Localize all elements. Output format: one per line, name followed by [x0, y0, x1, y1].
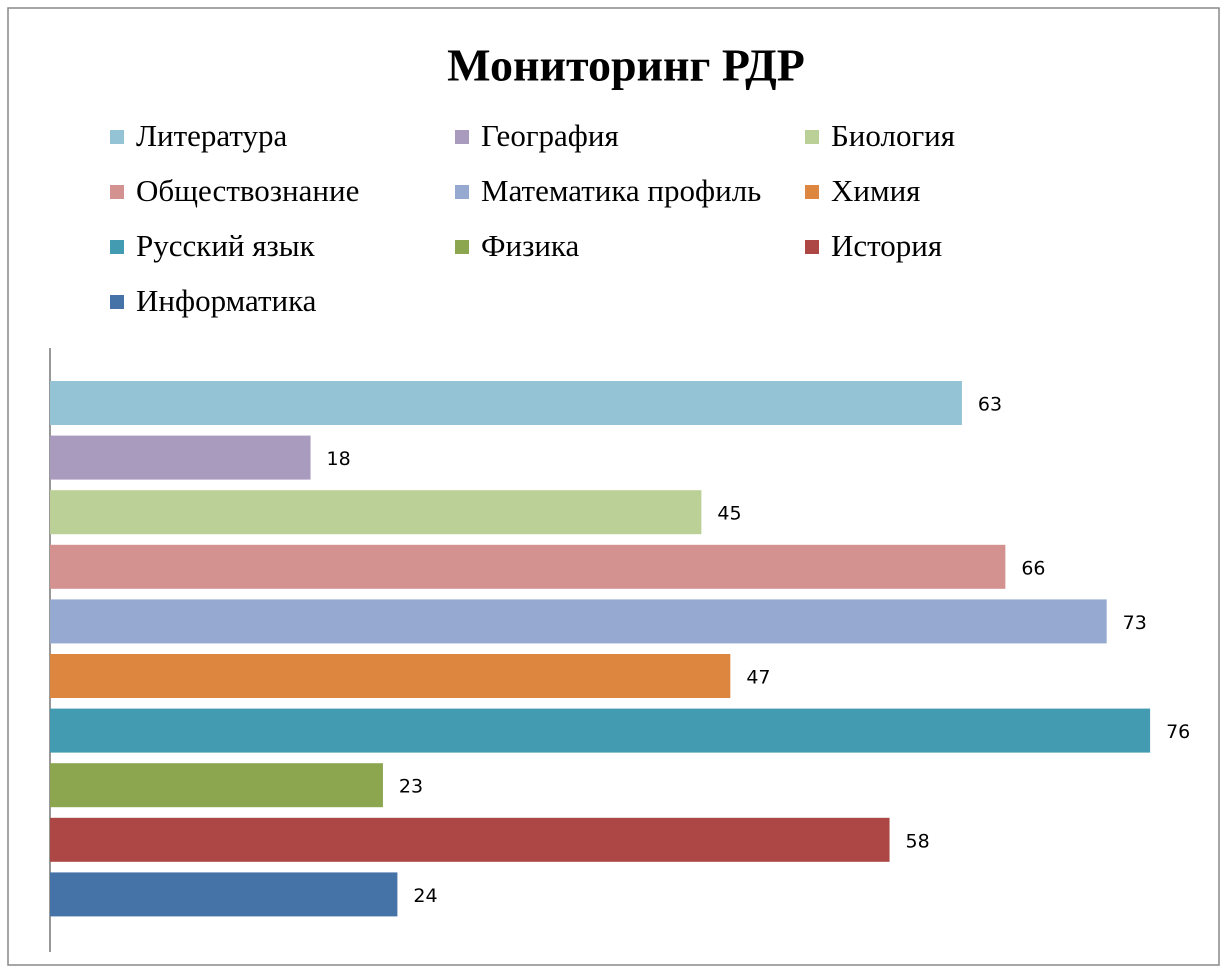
bar: [50, 490, 702, 535]
legend-swatch: [805, 185, 819, 199]
bar: [50, 817, 890, 862]
data-label: 45: [717, 503, 741, 525]
data-label: 24: [413, 885, 437, 907]
legend-swatch: [805, 240, 819, 254]
legend-label: Физика: [481, 228, 580, 263]
legend-swatch: [455, 185, 469, 199]
bar: [50, 872, 398, 917]
legend-label: Русский язык: [136, 228, 316, 263]
legend-swatch: [805, 130, 819, 144]
legend-swatch: [455, 240, 469, 254]
data-label: 18: [327, 448, 351, 470]
bar: [50, 435, 311, 480]
legend-label: Литература: [136, 118, 288, 153]
data-label: 76: [1166, 721, 1190, 743]
data-label: 58: [906, 830, 930, 852]
legend-swatch: [110, 130, 124, 144]
data-label: 47: [746, 667, 770, 689]
legend-label: Обществознание: [136, 173, 359, 208]
bar: [50, 654, 731, 698]
chart-title: Мониторинг РДР: [447, 40, 805, 91]
legend-label: Биология: [831, 118, 955, 153]
bar: [50, 763, 383, 808]
data-label: 23: [399, 776, 423, 798]
legend-swatch: [110, 240, 124, 254]
bar: [50, 544, 1006, 589]
data-label: 63: [978, 394, 1002, 416]
bar: [50, 381, 962, 425]
legend-label: Информатика: [136, 283, 317, 318]
legend-label: Математика профиль: [481, 173, 761, 208]
data-label: 66: [1021, 557, 1045, 579]
legend-swatch: [110, 295, 124, 309]
legend-label: История: [831, 228, 942, 263]
data-label: 73: [1123, 612, 1147, 634]
legend-swatch: [455, 130, 469, 144]
bar: [50, 708, 1151, 753]
legend-label: География: [481, 118, 619, 153]
legend-label: Химия: [831, 173, 920, 208]
legend-swatch: [110, 185, 124, 199]
bar: [50, 599, 1107, 644]
